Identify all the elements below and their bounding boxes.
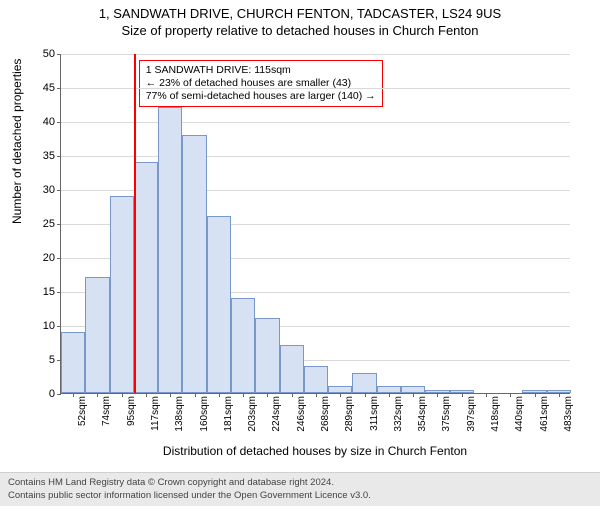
ytick-mark xyxy=(57,54,61,55)
ytick-mark xyxy=(57,258,61,259)
xtick-mark xyxy=(243,393,244,397)
xtick-label: 311sqm xyxy=(369,396,380,431)
xtick-mark xyxy=(73,393,74,397)
xtick-mark xyxy=(267,393,268,397)
xtick-mark xyxy=(316,393,317,397)
ytick-mark xyxy=(57,326,61,327)
histogram-bar xyxy=(110,196,134,393)
histogram-bar xyxy=(134,162,158,393)
xtick-mark xyxy=(389,393,390,397)
xtick-label: 289sqm xyxy=(344,396,355,432)
gridline-h xyxy=(61,54,570,55)
gridline-h xyxy=(61,122,570,123)
ytick-label: 45 xyxy=(31,82,55,94)
ytick-label: 35 xyxy=(31,150,55,162)
annotation-box: 1 SANDWATH DRIVE: 115sqm ← 23% of detach… xyxy=(139,60,383,107)
xtick-label: 418sqm xyxy=(490,396,501,432)
ytick-label: 30 xyxy=(31,184,55,196)
xtick-label: 483sqm xyxy=(563,396,574,432)
property-marker-line xyxy=(134,54,136,393)
x-axis-label: Distribution of detached houses by size … xyxy=(60,444,570,458)
ytick-label: 25 xyxy=(31,218,55,230)
histogram-bar xyxy=(352,373,376,393)
xtick-label: 52sqm xyxy=(77,396,88,426)
histogram-bar xyxy=(207,216,231,393)
ytick-mark xyxy=(57,122,61,123)
histogram-bar xyxy=(255,318,279,393)
xtick-label: 160sqm xyxy=(199,396,210,432)
histogram-bar xyxy=(328,386,352,393)
xtick-mark xyxy=(462,393,463,397)
histogram-bar xyxy=(231,298,255,393)
annotation-line1: 1 SANDWATH DRIVE: 115sqm xyxy=(146,64,376,77)
ytick-mark xyxy=(57,292,61,293)
footer-line1: Contains HM Land Registry data © Crown c… xyxy=(8,477,592,489)
gridline-h xyxy=(61,156,570,157)
gridline-h xyxy=(61,88,570,89)
histogram-bar xyxy=(304,366,328,393)
xtick-mark xyxy=(122,393,123,397)
chart-title-line1: 1, SANDWATH DRIVE, CHURCH FENTON, TADCAS… xyxy=(0,6,600,21)
xtick-mark xyxy=(97,393,98,397)
xtick-mark xyxy=(219,393,220,397)
xtick-label: 224sqm xyxy=(271,396,282,432)
y-axis-label: Number of detached properties xyxy=(10,59,24,224)
histogram-bar xyxy=(85,277,109,393)
ytick-label: 5 xyxy=(31,354,55,366)
ytick-mark xyxy=(57,394,61,395)
xtick-label: 354sqm xyxy=(417,396,428,432)
xtick-label: 74sqm xyxy=(101,396,112,426)
xtick-label: 268sqm xyxy=(320,396,331,432)
annotation-line3: 77% of semi-detached houses are larger (… xyxy=(146,90,376,103)
xtick-label: 332sqm xyxy=(393,396,404,432)
xtick-mark xyxy=(365,393,366,397)
xtick-mark xyxy=(292,393,293,397)
xtick-mark xyxy=(195,393,196,397)
xtick-mark xyxy=(437,393,438,397)
xtick-label: 246sqm xyxy=(296,396,307,432)
chart-title-line2: Size of property relative to detached ho… xyxy=(0,23,600,38)
ytick-label: 15 xyxy=(31,286,55,298)
ytick-mark xyxy=(57,88,61,89)
footer-attribution: Contains HM Land Registry data © Crown c… xyxy=(0,472,600,506)
ytick-label: 10 xyxy=(31,320,55,332)
ytick-mark xyxy=(57,156,61,157)
xtick-label: 375sqm xyxy=(441,396,452,432)
xtick-label: 117sqm xyxy=(150,396,161,431)
xtick-mark xyxy=(510,393,511,397)
ytick-label: 40 xyxy=(31,116,55,128)
xtick-label: 461sqm xyxy=(539,396,550,432)
footer-line2: Contains public sector information licen… xyxy=(8,490,592,502)
xtick-mark xyxy=(559,393,560,397)
xtick-label: 95sqm xyxy=(126,396,137,426)
xtick-label: 181sqm xyxy=(223,396,234,432)
histogram-bar xyxy=(280,345,304,393)
ytick-label: 50 xyxy=(31,48,55,60)
histogram-bar xyxy=(401,386,425,393)
xtick-mark xyxy=(535,393,536,397)
ytick-label: 20 xyxy=(31,252,55,264)
histogram-bar xyxy=(182,135,206,393)
ytick-mark xyxy=(57,190,61,191)
chart-plot-area: 1 SANDWATH DRIVE: 115sqm ← 23% of detach… xyxy=(60,54,570,394)
ytick-mark xyxy=(57,224,61,225)
xtick-label: 440sqm xyxy=(514,396,525,432)
xtick-mark xyxy=(340,393,341,397)
xtick-label: 138sqm xyxy=(174,396,185,432)
ytick-label: 0 xyxy=(31,388,55,400)
histogram-bar xyxy=(158,107,182,393)
xtick-mark xyxy=(146,393,147,397)
xtick-label: 397sqm xyxy=(466,396,477,432)
xtick-mark xyxy=(170,393,171,397)
xtick-mark xyxy=(486,393,487,397)
xtick-mark xyxy=(413,393,414,397)
histogram-bar xyxy=(61,332,85,393)
xtick-label: 203sqm xyxy=(247,396,258,432)
histogram-bar xyxy=(377,386,401,393)
